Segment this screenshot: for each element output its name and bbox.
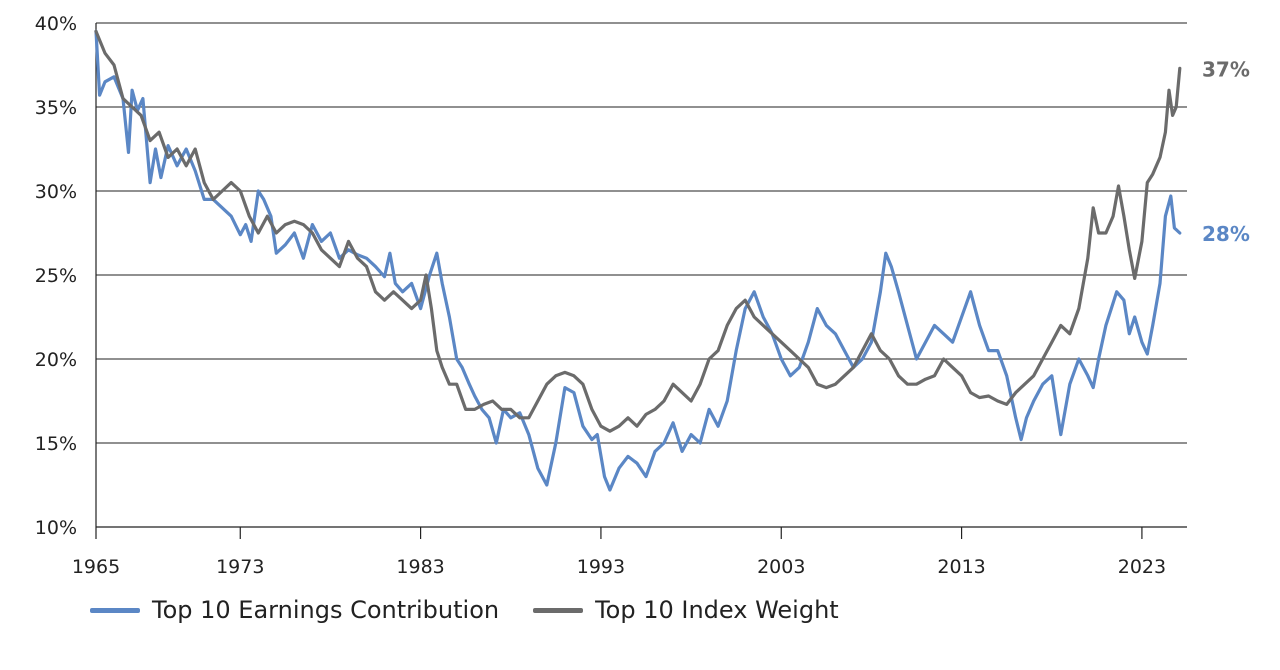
y-gridlines	[96, 22, 1187, 444]
end-labels: 28% 37%	[1202, 57, 1250, 246]
earnings-end-label: 28%	[1202, 222, 1250, 246]
y-tick-label: 35%	[35, 97, 77, 119]
index-weight-line	[94, 29, 1182, 433]
chart-axes	[95, 23, 1187, 539]
tick-labels: 10% 15% 20% 25% 30% 35% 40% 1965 1973 1983 1993 200…	[35, 13, 1166, 578]
y-tick-label: 40%	[35, 13, 77, 35]
legend-swatch-earnings	[90, 607, 140, 613]
legend-swatch-index-weight	[533, 607, 584, 613]
x-tick-label: 1993	[577, 556, 625, 578]
legend-label-index-weight: Top 10 Index Weight	[595, 596, 839, 624]
earnings-contribution-line	[94, 29, 1182, 492]
x-tick-label: 1983	[396, 556, 444, 578]
series-lines	[94, 29, 1182, 492]
y-tick-label: 30%	[35, 181, 77, 203]
legend-item-index-weight: Top 10 Index Weight	[533, 596, 839, 624]
y-tick-label: 25%	[35, 265, 77, 287]
y-tick-label: 10%	[35, 517, 77, 539]
legend: Top 10 Earnings Contribution Top 10 Inde…	[90, 596, 873, 624]
y-tick-label: 15%	[35, 433, 77, 455]
x-tick-label: 2013	[937, 556, 985, 578]
x-tick-label: 1973	[216, 556, 264, 578]
legend-label-earnings: Top 10 Earnings Contribution	[152, 596, 500, 624]
x-tick-label: 2003	[757, 556, 805, 578]
x-tick-label: 1965	[72, 556, 120, 578]
legend-item-earnings: Top 10 Earnings Contribution	[90, 596, 499, 624]
x-tick-label: 2023	[1118, 556, 1166, 578]
y-tick-label: 20%	[35, 349, 77, 371]
index-weight-end-label: 37%	[1202, 57, 1250, 81]
